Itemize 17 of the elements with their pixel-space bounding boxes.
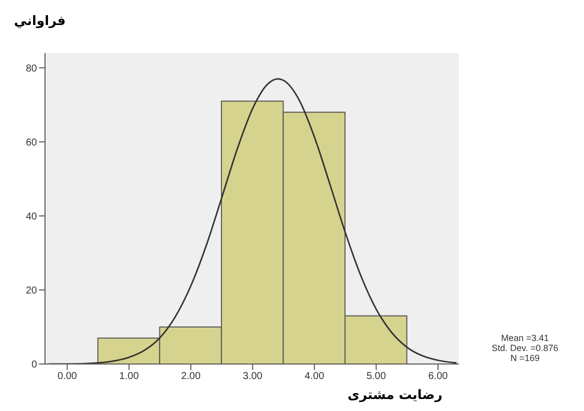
y-tick-label: 60 [26,137,38,148]
x-tick-label: 6.00 [428,371,448,382]
x-tick-label: 3.00 [242,371,263,382]
x-tick-label: 2.00 [181,371,201,382]
y-tick-label: 40 [26,211,38,222]
x-tick-label: 0.00 [58,371,78,382]
y-tick-label: 80 [26,63,38,74]
y-axis-title: فراواني [14,14,66,29]
text: N =169 [509,353,541,363]
text: Std. Dev. =0.876 [490,343,560,353]
text: Mean =3.41 [500,333,550,343]
x-tick-label: 1.00 [119,371,140,382]
x-tick-label: 4.00 [304,371,325,382]
y-tick-label: 0 [31,360,38,371]
x-axis-title: رضایت مشتری [346,388,444,403]
x-tick-label: 5.00 [366,371,386,382]
y-tick-label: 20 [26,286,38,296]
